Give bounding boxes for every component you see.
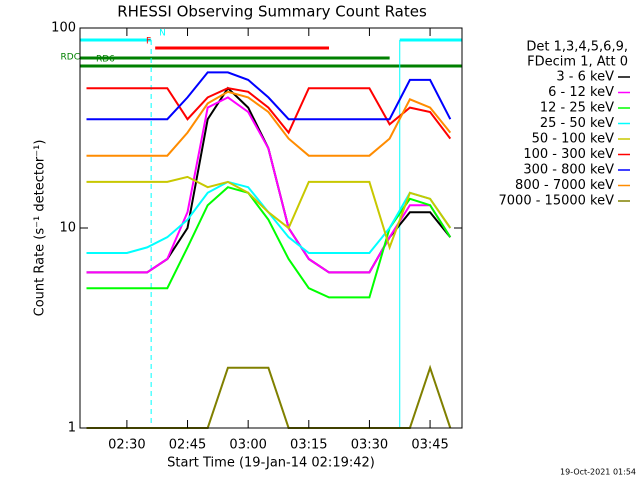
y-axis-label: Count Rate (s⁻¹ detector⁻¹): [33, 140, 48, 317]
data-line: [86, 90, 452, 157]
x-tick-label: 03:45: [411, 438, 448, 453]
legend-label: 25 - 50 keV: [540, 116, 614, 131]
x-tick-label: 03:15: [290, 438, 327, 453]
legend-title: Det 1,3,4,5,6,9,: [526, 40, 628, 55]
data-line: [86, 175, 452, 251]
legend-title: FDecim 1, Att 0: [527, 55, 628, 70]
flag-label: RDC: [61, 53, 80, 63]
data-line: [86, 71, 452, 121]
legend-label: 12 - 25 keV: [540, 101, 614, 116]
x-tick-label: 02:45: [169, 438, 206, 453]
legend-label: 7000 - 15000 keV: [499, 194, 615, 209]
y-tick-label: 10: [59, 221, 76, 236]
footer: 19-Oct-2021 01:54: [560, 468, 636, 477]
x-tick-label: 03:30: [351, 438, 388, 453]
legend-label: 300 - 800 keV: [523, 163, 614, 178]
x-axis-label: Start Time (19-Jan-14 02:19:42): [167, 456, 375, 471]
legend-label: 100 - 300 keV: [523, 147, 614, 162]
data-line: [86, 96, 452, 274]
y-tick-label: 100: [51, 21, 76, 36]
x-tick-label: 03:00: [229, 438, 266, 453]
legend-label: 50 - 100 keV: [532, 132, 615, 147]
flag-label: RD6: [96, 55, 115, 65]
flag-label: N: [159, 29, 166, 39]
chart-title: RHESSI Observing Summary Count Rates: [117, 3, 427, 21]
legend-label: 3 - 6 keV: [556, 70, 614, 85]
y-tick-label: 1: [68, 421, 76, 436]
data-line: [86, 87, 452, 140]
x-tick-label: 02:30: [108, 438, 145, 453]
legend-label: 6 - 12 keV: [548, 85, 614, 100]
flag-label: F: [146, 37, 151, 47]
legend-label: 800 - 7000 keV: [515, 178, 614, 193]
